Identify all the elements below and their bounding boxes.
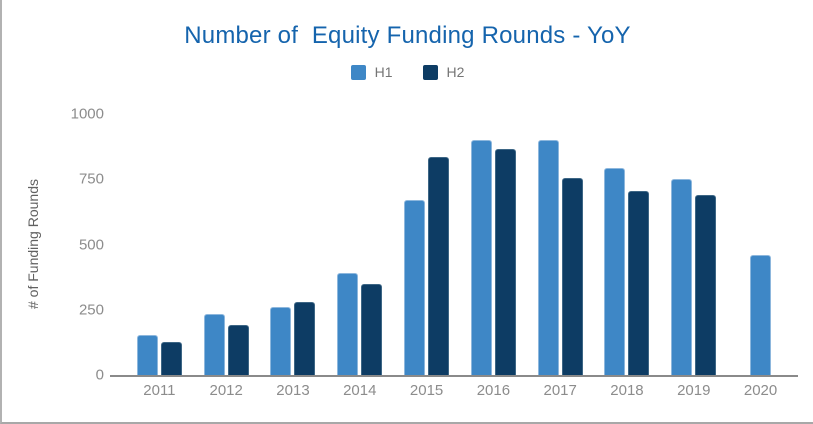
y-tick-label-750: 750 [78, 170, 104, 188]
x-tick-label-2011: 2011 [143, 382, 176, 399]
x-tick-label-2014: 2014 [343, 382, 377, 399]
bar-group-2019 [660, 114, 727, 375]
y-tick-label-0: 0 [95, 366, 104, 384]
bar-h2-2019[interactable] [695, 194, 717, 375]
legend-label-h1: H1 [374, 64, 393, 80]
bar-h1-2014[interactable] [337, 273, 359, 375]
bar-h1-2020[interactable] [750, 254, 772, 375]
bar-group-2012 [193, 114, 260, 375]
bar-h2-2017[interactable] [561, 177, 583, 375]
y-axis-title: # of Funding Rounds [25, 179, 41, 309]
x-tick-label-2020: 2020 [743, 382, 778, 399]
bar-group-2017 [527, 114, 594, 375]
legend: H1 H2 [2, 64, 813, 80]
x-tick-label-2013: 2013 [276, 382, 310, 399]
y-axis-ticks: 0 250 500 750 1000 [42, 106, 104, 384]
bar-h2-2012[interactable] [227, 325, 249, 375]
bar-h2-2011[interactable] [160, 342, 182, 375]
legend-label-h2: H2 [446, 64, 465, 80]
y-tick-label-250: 250 [78, 301, 104, 319]
x-tick-label-2017: 2017 [543, 382, 577, 399]
bar-h1-2015[interactable] [404, 200, 426, 375]
bar-h1-2013[interactable] [270, 307, 292, 375]
plot-area [110, 114, 798, 377]
x-tick-label-2012: 2012 [209, 382, 243, 399]
bar-h1-2016[interactable] [470, 140, 492, 375]
bar-group-2015 [393, 114, 460, 375]
bar-h2-2014[interactable] [361, 283, 383, 375]
bar-h1-2017[interactable] [537, 140, 559, 375]
bar-h1-2011[interactable] [136, 334, 158, 375]
x-tick-label-2018: 2018 [610, 382, 644, 399]
legend-item-h1[interactable]: H1 [350, 64, 393, 80]
bars-container [110, 114, 798, 375]
chart-title: Number of Equity Funding Rounds - YoY [184, 22, 631, 49]
bar-h2-2018[interactable] [628, 191, 650, 375]
bar-h1-2018[interactable] [604, 167, 626, 375]
bar-h1-2019[interactable] [671, 179, 693, 375]
bar-h2-2016[interactable] [494, 149, 516, 375]
bar-group-2013 [260, 114, 327, 375]
bar-group-2020 [727, 114, 794, 375]
x-tick-label-2019: 2019 [677, 382, 711, 399]
legend-swatch-h1-icon [350, 64, 366, 80]
legend-item-h2[interactable]: H2 [422, 64, 465, 80]
bar-h1-2012[interactable] [203, 313, 225, 375]
bar-h2-2013[interactable] [294, 301, 316, 375]
bar-h2-2015[interactable] [428, 157, 450, 375]
bar-group-2014 [326, 114, 393, 375]
y-tick-label-500: 500 [78, 236, 104, 253]
x-axis-line [110, 375, 798, 377]
legend-swatch-h2-icon [422, 64, 438, 80]
x-axis-labels: 2011 2012 2013 2014 2015 2016 2017 2018 2019 2020 [110, 382, 798, 399]
x-tick-label-2015: 2015 [409, 382, 444, 399]
bar-group-2018 [594, 114, 661, 375]
y-tick-label-1000: 1000 [70, 105, 104, 123]
bar-group-2016 [460, 114, 527, 375]
bar-group-2011 [126, 114, 193, 375]
x-tick-label-2016: 2016 [476, 382, 511, 399]
